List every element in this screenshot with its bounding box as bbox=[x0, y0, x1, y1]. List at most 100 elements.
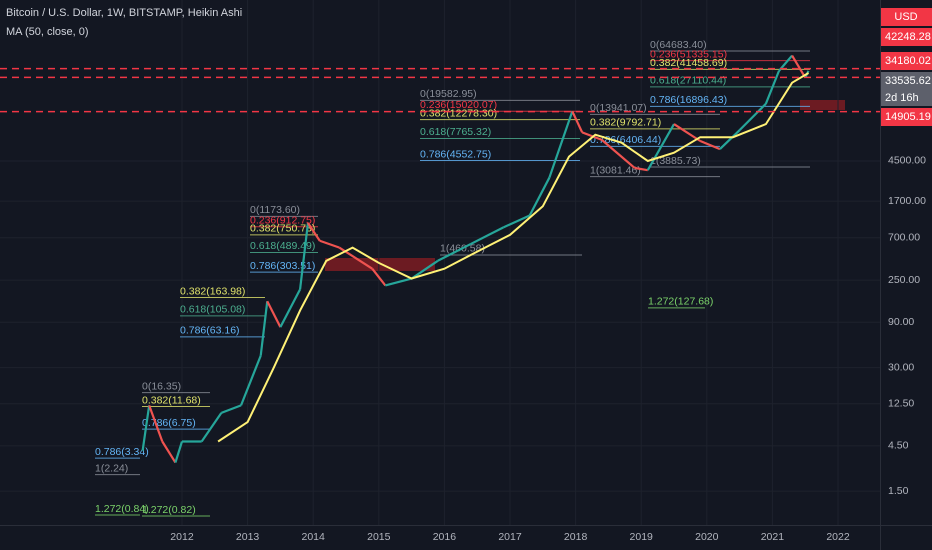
x-tick-label: 2015 bbox=[367, 531, 391, 543]
price-badge bbox=[881, 72, 932, 90]
x-tick-label: 2022 bbox=[826, 531, 850, 543]
y-tick-label: 1.50 bbox=[888, 485, 909, 497]
price-segment bbox=[601, 139, 636, 169]
price-segment bbox=[259, 301, 269, 356]
fib-label: 1.272(0.84) bbox=[95, 503, 149, 515]
price-segment bbox=[307, 222, 321, 242]
price-segment bbox=[174, 441, 184, 463]
price-badge bbox=[881, 28, 932, 46]
fib-label: 0.786(6406.44) bbox=[590, 134, 661, 146]
fib-label: 0.382(41458.69) bbox=[650, 57, 727, 69]
fib-label: 0.236(51335.15) bbox=[650, 48, 727, 60]
price-segment bbox=[634, 166, 648, 172]
fib-label: 0.786(16896.43) bbox=[650, 94, 727, 106]
x-tick-label: 2019 bbox=[630, 531, 654, 543]
fib-label: 0(64683.40) bbox=[650, 39, 707, 51]
price-segment bbox=[673, 123, 701, 142]
fib-label: 0.618(7765.32) bbox=[420, 126, 491, 138]
y-tick-label: 12.50 bbox=[888, 397, 914, 409]
fib-label: 0(1173.60) bbox=[250, 204, 300, 216]
fib-label: 0.382(750.73) bbox=[250, 223, 315, 235]
x-tick-label: 2018 bbox=[564, 531, 588, 543]
ma-line bbox=[217, 72, 810, 443]
y-tick-label: 700.00 bbox=[888, 231, 920, 243]
fib-label: 0.618(27110.44) bbox=[650, 75, 726, 87]
price-segment bbox=[791, 54, 807, 79]
x-tick-label: 2013 bbox=[236, 531, 260, 543]
y-tick-label: 4.50 bbox=[888, 440, 909, 452]
x-tick-label: 2014 bbox=[302, 531, 326, 543]
price-segment bbox=[410, 259, 439, 280]
price-segment bbox=[148, 405, 164, 442]
fib-label: 0.786(303.51) bbox=[250, 260, 315, 272]
price-segment bbox=[719, 129, 741, 150]
y-tick-label: 30.00 bbox=[888, 361, 914, 373]
fib-label: 1.272(127.68) bbox=[648, 296, 713, 308]
price-segment bbox=[764, 70, 780, 105]
fib-label: 1.272(0.82) bbox=[142, 504, 196, 516]
price-segment bbox=[385, 277, 412, 287]
price-badge-label: 42248.28 bbox=[885, 31, 931, 43]
price-segment bbox=[319, 239, 340, 249]
price-segment bbox=[279, 288, 302, 328]
price-badge-label: 14905.19 bbox=[885, 111, 931, 123]
zone-box bbox=[800, 100, 845, 110]
currency-badge[interactable] bbox=[881, 8, 932, 26]
price-segment bbox=[470, 226, 504, 246]
fib-label: 0.382(12278.30) bbox=[420, 107, 497, 119]
price-segment bbox=[437, 243, 472, 262]
price-segment bbox=[200, 412, 223, 443]
x-tick-label: 2012 bbox=[170, 531, 194, 543]
fib-label: 0.786(63.16) bbox=[180, 325, 240, 337]
price-badge bbox=[881, 108, 932, 126]
fib-label: 0.786(4552.75) bbox=[420, 148, 491, 160]
price-segment bbox=[298, 222, 310, 290]
price-segment bbox=[161, 440, 177, 464]
x-tick-label: 2020 bbox=[695, 531, 719, 543]
price-segment bbox=[646, 123, 675, 171]
fib-label: 0.382(163.98) bbox=[180, 285, 245, 297]
price-segment bbox=[548, 110, 574, 179]
fib-label: 0.618(489.49) bbox=[250, 240, 315, 252]
indicator-label: MA (50, close, 0) bbox=[6, 26, 89, 38]
fib-label: 0.236(912.75) bbox=[250, 215, 315, 227]
price-segment bbox=[240, 355, 262, 406]
fib-label: 0(19582.95) bbox=[420, 88, 477, 100]
price-segment bbox=[266, 300, 282, 328]
fib-label: 0.382(9792.71) bbox=[590, 117, 661, 129]
fib-label: 1(2.24) bbox=[95, 462, 128, 474]
price-segment bbox=[502, 214, 531, 229]
y-tick-label: 1700.00 bbox=[888, 195, 926, 207]
y-tick-label: 4500.00 bbox=[888, 155, 926, 167]
price-segment bbox=[371, 268, 387, 287]
price-segment bbox=[141, 405, 151, 451]
fib-label: 0.786(3.34) bbox=[95, 446, 149, 458]
countdown-badge bbox=[881, 90, 932, 106]
price-segment bbox=[738, 103, 767, 131]
price-segment bbox=[699, 139, 721, 151]
fib-label: 0.236(15020.07) bbox=[420, 99, 497, 111]
price-segment bbox=[528, 177, 551, 216]
fib-label: 0.786(6.75) bbox=[142, 417, 196, 429]
fib-label: 1(3081.46) bbox=[590, 164, 641, 176]
price-segment bbox=[571, 110, 584, 133]
price-badge-label: 34180.02 bbox=[885, 55, 931, 67]
fib-label: 0(16.35) bbox=[142, 380, 181, 392]
countdown-label: 2d 16h bbox=[885, 92, 919, 104]
price-badge bbox=[881, 52, 932, 70]
fib-label: 0.618(105.08) bbox=[180, 304, 245, 316]
fib-label: 0.382(11.68) bbox=[142, 394, 201, 406]
x-tick-label: 2016 bbox=[433, 531, 457, 543]
x-tick-label: 2017 bbox=[498, 531, 522, 543]
fib-label: 1(3885.73) bbox=[650, 155, 701, 167]
price-segment bbox=[220, 404, 242, 414]
currency-label: USD bbox=[894, 11, 917, 23]
y-tick-label: 250.00 bbox=[888, 274, 920, 286]
chart-title: Bitcoin / U.S. Dollar, 1W, BITSTAMP, Hei… bbox=[6, 7, 242, 19]
price-badge-label: 33535.62 bbox=[885, 75, 931, 87]
y-tick-label: 90.00 bbox=[888, 316, 914, 328]
x-tick-label: 2021 bbox=[761, 531, 785, 543]
price-segment bbox=[581, 131, 603, 141]
